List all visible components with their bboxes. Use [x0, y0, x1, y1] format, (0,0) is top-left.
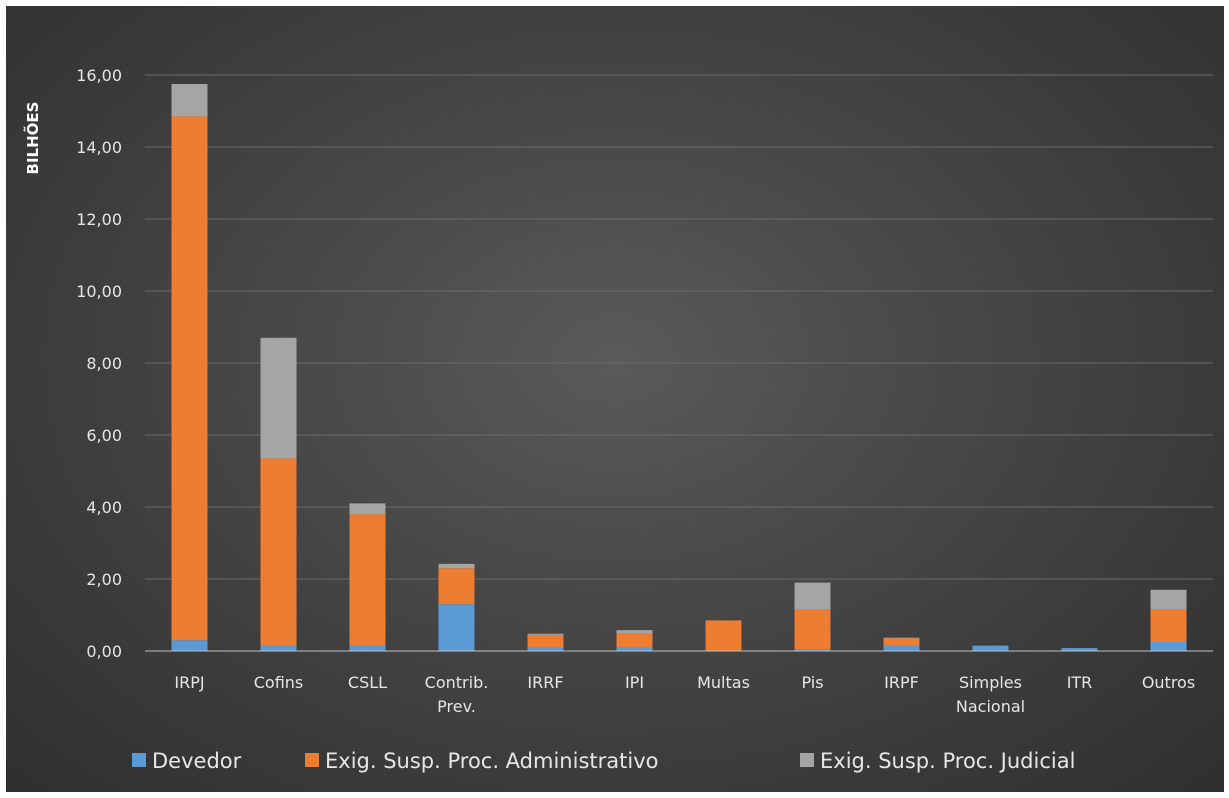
bar-segment: [883, 637, 920, 639]
bar-segment: [1061, 648, 1098, 651]
bar-segment: [438, 563, 475, 569]
bar-segment: [260, 458, 297, 646]
bar-segment: [171, 116, 208, 641]
bar-segment: [438, 604, 475, 651]
x-tick-label: Multas: [697, 673, 750, 692]
y-tick-label: 8,00: [86, 354, 122, 373]
y-tick-label: 4,00: [86, 498, 122, 517]
bar-segment: [794, 582, 831, 610]
gridlines: [145, 74, 1213, 580]
bar-segment: [972, 645, 1009, 651]
y-tick-label: 0,00: [86, 642, 122, 661]
x-tick-label: IRPF: [884, 673, 919, 692]
legend: Devedor Exig. Susp. Proc. Administrativo E…: [132, 749, 1075, 773]
x-tick-label: IRRF: [527, 673, 563, 692]
bar-segment: [794, 649, 831, 651]
bar-segment: [349, 645, 386, 651]
bar-segment: [883, 638, 920, 646]
x-tick-label: Cofins: [254, 673, 304, 692]
bar-segment: [349, 514, 386, 646]
bar-segment: [616, 647, 653, 651]
bar-segment: [438, 568, 475, 605]
x-tick-label: ITR: [1067, 673, 1093, 692]
bar-segment: [616, 630, 653, 634]
legend-label: Exig. Susp. Proc. Judicial: [820, 749, 1075, 773]
x-axis-ticks: IRPJ Cofins CSLL Contrib. Prev. IRRF IPI Multas…: [174, 673, 1195, 716]
y-tick-label: 16,00: [76, 66, 122, 85]
legend-swatch: [800, 753, 814, 767]
x-tick-label: IRPJ: [174, 673, 204, 692]
bar-segment: [1150, 609, 1187, 642]
bar-segment: [1150, 589, 1187, 610]
x-tick-label: CSLL: [348, 673, 387, 692]
legend-swatch: [132, 753, 146, 767]
bar-segment: [527, 634, 564, 648]
bar-segment: [705, 620, 742, 651]
x-tick-label: Outros: [1142, 673, 1195, 692]
bar-segment: [527, 647, 564, 651]
bar-segment: [527, 633, 564, 635]
bar-segment: [260, 337, 297, 459]
x-tick-label: Pis: [801, 673, 823, 692]
legend-swatch: [305, 753, 319, 767]
bar-segment: [260, 645, 297, 651]
y-tick-label: 14,00: [76, 138, 122, 157]
legend-label: Devedor: [152, 749, 242, 773]
bar-segment: [171, 640, 208, 651]
bar-segment: [616, 633, 653, 648]
bar-segment: [1150, 642, 1187, 651]
x-tick-label: Contrib. Prev.: [425, 673, 489, 716]
y-axis-label: BILHÕES: [23, 102, 42, 175]
x-tick-label: IPI: [625, 673, 644, 692]
y-tick-label: 12,00: [76, 210, 122, 229]
y-tick-label: 10,00: [76, 282, 122, 301]
bar-segment: [883, 645, 920, 651]
legend-label: Exig. Susp. Proc. Administrativo: [325, 749, 658, 773]
bar-segment: [794, 609, 831, 650]
y-tick-label: 6,00: [86, 426, 122, 445]
x-tick-label: Simples Nacional: [956, 673, 1025, 716]
chart-background: [6, 6, 1224, 792]
y-tick-label: 2,00: [86, 570, 122, 589]
y-axis-ticks: 0,00 2,00 4,00 6,00 8,00 10,00 12,00 14,00 16,00: [76, 66, 122, 661]
bars: [171, 84, 1187, 651]
bar-segment: [171, 84, 208, 117]
bar-segment: [349, 503, 386, 515]
